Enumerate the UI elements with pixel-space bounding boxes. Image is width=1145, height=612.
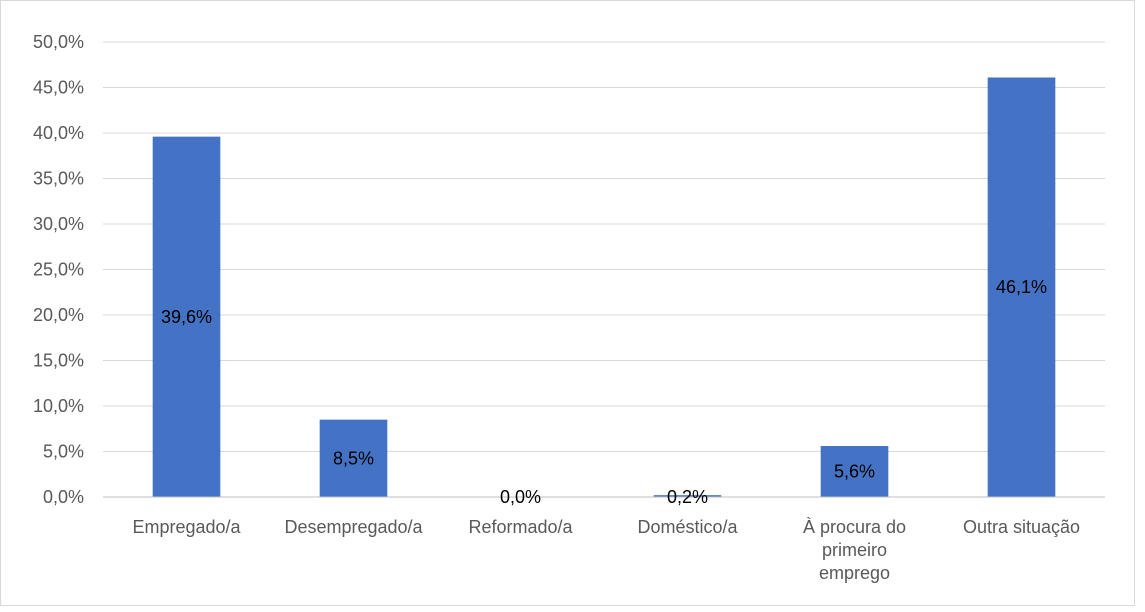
bar	[820, 446, 889, 497]
y-axis-ticks: 0,0% 5,0% 10,0% 15,0% 20,0% 25,0% 30,0% 35,0% 40…	[33, 32, 84, 507]
data-label: 5,6%	[834, 462, 875, 482]
y-tick-label: 30,0%	[33, 214, 84, 234]
data-label: 0,2%	[667, 487, 708, 507]
category-labels: Empregado/a Desempregado/a Reformado/a Domé…	[132, 517, 1080, 583]
data-labels: 39,6% 8,5% 0,0% 0,2% 5,6% 46,1%	[161, 277, 1047, 507]
bar	[653, 495, 722, 497]
category-label: À procura do	[803, 517, 906, 537]
y-tick-label: 45,0%	[33, 78, 84, 98]
bar	[319, 419, 388, 497]
grid-lines	[103, 41, 1105, 452]
data-label: 39,6%	[161, 307, 212, 327]
category-label: Desempregado/a	[284, 517, 423, 537]
y-tick-label: 50,0%	[33, 32, 84, 52]
data-label: 46,1%	[996, 277, 1047, 297]
y-tick-label: 15,0%	[33, 351, 84, 371]
category-label: emprego	[819, 563, 890, 583]
category-label: Doméstico/a	[637, 517, 738, 537]
bars	[152, 77, 1056, 498]
category-label: Outra situação	[963, 517, 1080, 537]
y-tick-label: 0,0%	[43, 487, 84, 507]
data-label: 8,5%	[333, 448, 374, 468]
y-tick-label: 20,0%	[33, 305, 84, 325]
y-tick-label: 40,0%	[33, 123, 84, 143]
data-label: 0,0%	[500, 487, 541, 507]
y-tick-label: 5,0%	[43, 442, 84, 462]
y-tick-label: 10,0%	[33, 396, 84, 416]
y-tick-label: 35,0%	[33, 169, 84, 189]
category-label: primeiro	[822, 540, 887, 560]
y-tick-label: 25,0%	[33, 260, 84, 280]
category-label: Empregado/a	[132, 517, 241, 537]
bar	[987, 77, 1056, 498]
category-label: Reformado/a	[468, 517, 573, 537]
bar	[152, 136, 221, 497]
